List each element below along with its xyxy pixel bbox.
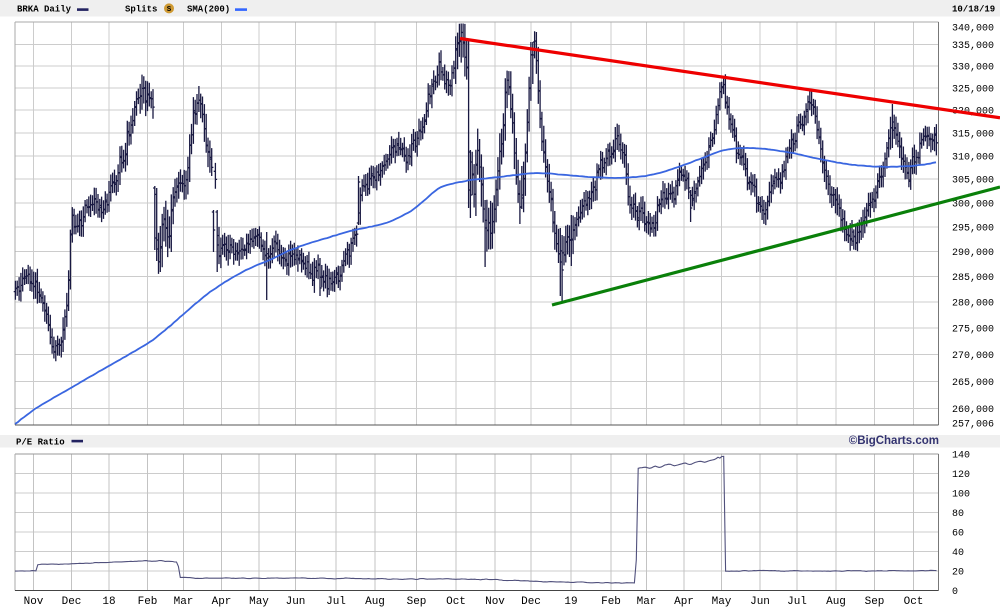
svg-text:Feb: Feb	[138, 596, 158, 608]
svg-text:Aug: Aug	[826, 596, 846, 608]
svg-text:315,000: 315,000	[952, 129, 994, 140]
svg-text:10/18/19: 10/18/19	[952, 5, 995, 15]
svg-text:Mar: Mar	[174, 596, 194, 608]
svg-text:May: May	[249, 596, 269, 608]
svg-text:275,000: 275,000	[952, 325, 994, 336]
svg-text:©BigCharts.com: ©BigCharts.com	[849, 435, 939, 447]
svg-text:SMA(200): SMA(200)	[187, 5, 230, 15]
svg-text:Oct: Oct	[904, 596, 924, 608]
svg-text:285,000: 285,000	[952, 273, 994, 284]
svg-text:BRKA Daily: BRKA Daily	[17, 5, 72, 15]
svg-text:Apr: Apr	[674, 596, 694, 608]
svg-text:20: 20	[952, 568, 964, 579]
svg-text:Jun: Jun	[286, 596, 306, 608]
svg-text:Dec: Dec	[62, 596, 82, 608]
svg-text:120: 120	[952, 470, 970, 481]
svg-text:Splits: Splits	[125, 5, 157, 15]
svg-text:Sep: Sep	[407, 596, 427, 608]
svg-text:340,000: 340,000	[952, 23, 994, 34]
svg-text:19: 19	[564, 596, 577, 608]
svg-text:300,000: 300,000	[952, 200, 994, 211]
svg-text:Aug: Aug	[365, 596, 385, 608]
svg-text:Jun: Jun	[750, 596, 770, 608]
svg-text:80: 80	[952, 509, 964, 520]
svg-text:280,000: 280,000	[952, 299, 994, 310]
svg-text:140: 140	[952, 451, 970, 462]
svg-text:290,000: 290,000	[952, 248, 994, 259]
svg-text:18: 18	[102, 596, 115, 608]
svg-text:S: S	[167, 6, 172, 14]
svg-text:295,000: 295,000	[952, 224, 994, 235]
svg-text:310,000: 310,000	[952, 152, 994, 163]
svg-text:260,000: 260,000	[952, 405, 994, 416]
svg-text:0: 0	[952, 587, 958, 598]
svg-text:Dec: Dec	[521, 596, 541, 608]
svg-text:40: 40	[952, 548, 964, 559]
svg-text:Feb: Feb	[601, 596, 621, 608]
svg-text:305,000: 305,000	[952, 176, 994, 187]
svg-text:Nov: Nov	[24, 596, 44, 608]
svg-text:Nov: Nov	[485, 596, 505, 608]
svg-text:325,000: 325,000	[952, 84, 994, 95]
svg-text:May: May	[712, 596, 732, 608]
svg-text:Oct: Oct	[446, 596, 466, 608]
svg-text:Jul: Jul	[326, 596, 346, 608]
svg-text:320,000: 320,000	[952, 107, 994, 118]
svg-text:100: 100	[952, 490, 970, 501]
svg-text:257,006: 257,006	[952, 420, 994, 431]
svg-text:Sep: Sep	[865, 596, 885, 608]
svg-text:270,000: 270,000	[952, 351, 994, 362]
svg-text:Apr: Apr	[212, 596, 232, 608]
svg-text:Jul: Jul	[787, 596, 807, 608]
svg-text:335,000: 335,000	[952, 41, 994, 52]
svg-text:P/E Ratio: P/E Ratio	[16, 438, 65, 448]
svg-text:60: 60	[952, 529, 964, 540]
svg-text:330,000: 330,000	[952, 62, 994, 73]
svg-text:265,000: 265,000	[952, 378, 994, 389]
svg-text:Mar: Mar	[637, 596, 657, 608]
